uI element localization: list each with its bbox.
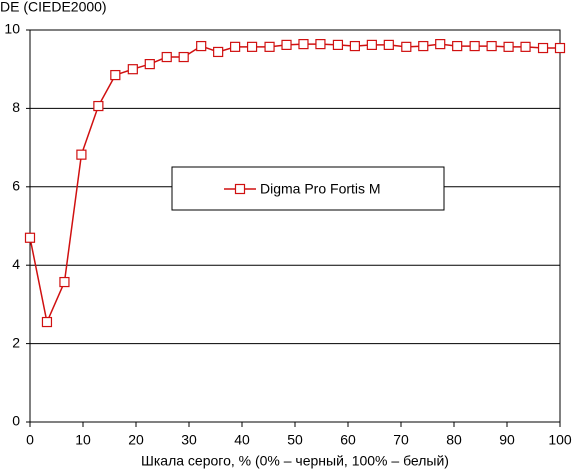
marker xyxy=(298,39,309,50)
marker xyxy=(366,39,377,50)
marker xyxy=(178,51,189,63)
x-tick-label: 10 xyxy=(75,432,91,448)
x-tick-label: 100 xyxy=(548,432,572,448)
y-tick-label: 8 xyxy=(12,99,20,115)
marker xyxy=(349,40,360,52)
marker xyxy=(537,42,549,54)
x-tick-label: 50 xyxy=(287,432,303,448)
marker xyxy=(24,232,36,243)
marker xyxy=(554,42,566,54)
marker xyxy=(144,59,155,70)
marker xyxy=(196,40,207,52)
marker xyxy=(332,39,344,50)
x-tick-label: 70 xyxy=(393,432,409,448)
y-tick-label: 6 xyxy=(12,178,20,194)
marker xyxy=(127,64,138,75)
x-tick-label: 90 xyxy=(499,432,515,448)
marker xyxy=(452,40,463,52)
marker xyxy=(401,41,412,52)
marker xyxy=(93,100,104,112)
marker xyxy=(230,41,241,52)
legend-label: Digma Pro Fortis M xyxy=(260,181,381,197)
legend-box xyxy=(171,166,445,211)
marker xyxy=(41,316,53,328)
marker xyxy=(383,39,394,50)
marker xyxy=(76,149,87,160)
plot-border xyxy=(29,29,561,423)
y-axis-label: DE (CIEDE2000) xyxy=(0,0,107,15)
marker xyxy=(435,39,446,50)
y-tick-label: 2 xyxy=(12,334,20,350)
marker xyxy=(264,41,275,52)
marker xyxy=(503,41,514,52)
marker xyxy=(315,39,326,50)
marker xyxy=(486,40,497,52)
x-tick-label: 20 xyxy=(128,432,144,448)
marker xyxy=(418,40,429,52)
marker xyxy=(110,69,121,81)
legend-marker xyxy=(234,183,246,195)
x-axis-label: Шкала серого, % (0% – черный, 100% – бел… xyxy=(141,453,449,469)
x-tick-label: 80 xyxy=(446,432,462,448)
x-tick-label: 30 xyxy=(181,432,197,448)
x-tick-label: 40 xyxy=(234,432,250,448)
marker xyxy=(520,41,531,52)
marker xyxy=(246,41,258,52)
marker xyxy=(281,39,292,50)
marker xyxy=(469,40,480,52)
marker xyxy=(161,51,172,63)
marker xyxy=(213,46,224,58)
y-tick-label: 0 xyxy=(12,413,20,429)
x-tick-label: 0 xyxy=(26,432,34,448)
marker xyxy=(59,276,70,288)
x-tick-label: 60 xyxy=(340,432,356,448)
y-tick-label: 10 xyxy=(4,21,20,37)
y-tick-label: 4 xyxy=(12,256,20,272)
